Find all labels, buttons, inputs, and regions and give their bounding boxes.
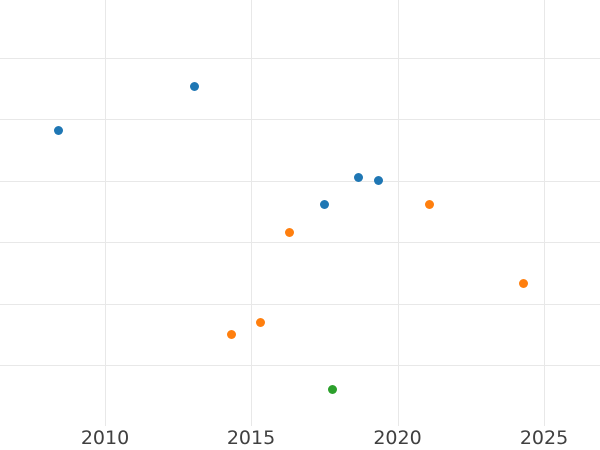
scatter-point-green — [327, 384, 337, 394]
vertical-gridline — [544, 0, 545, 426]
horizontal-gridline — [0, 180, 600, 182]
horizontal-gridline — [0, 365, 600, 367]
vertical-gridline — [251, 0, 252, 426]
scatter-point-blue — [189, 81, 199, 91]
vertical-gridline — [105, 0, 106, 426]
horizontal-gridline — [0, 303, 600, 305]
scatter-point-orange — [227, 329, 237, 339]
x-tick-label: 2010 — [80, 427, 130, 449]
scatter-point-orange — [518, 278, 528, 288]
scatter-point-blue — [373, 175, 383, 185]
horizontal-gridline — [0, 58, 600, 59]
vertical-gridline — [397, 0, 399, 426]
scatter-point-blue — [54, 125, 64, 135]
scatter-point-orange — [425, 199, 435, 209]
scatter-point-blue — [354, 172, 364, 182]
x-tick-label: 2025 — [519, 427, 569, 449]
x-tick-label: 2020 — [373, 427, 422, 449]
x-tick-label: 2015 — [226, 427, 276, 449]
scatter-point-blue — [319, 199, 329, 209]
horizontal-gridline — [0, 242, 600, 244]
horizontal-gridline — [0, 119, 600, 121]
scatter-point-orange — [284, 227, 294, 237]
scatter-point-orange — [256, 317, 266, 327]
